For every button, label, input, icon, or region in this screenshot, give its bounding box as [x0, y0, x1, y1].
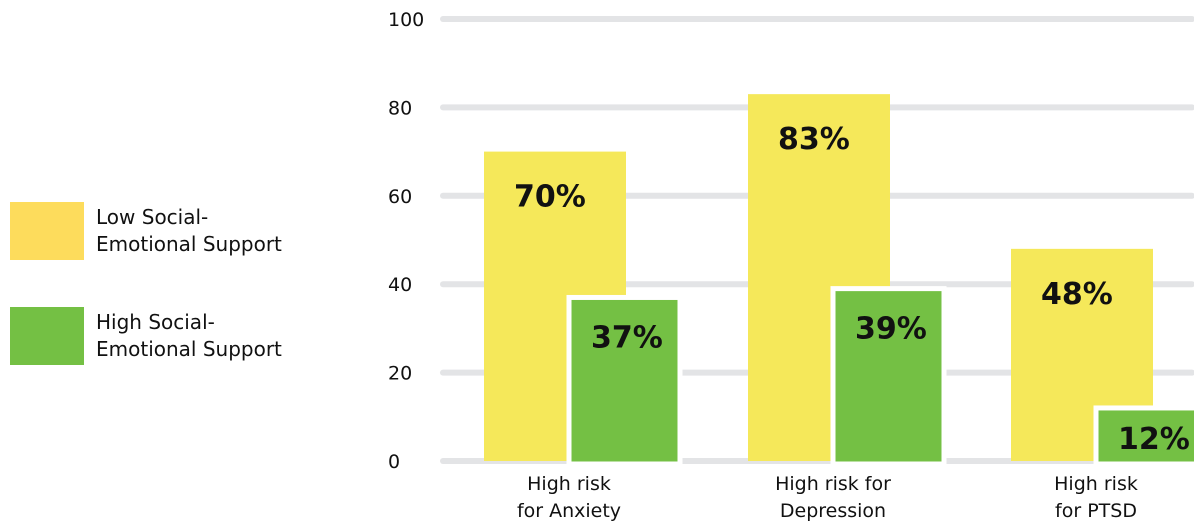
legend-swatch-high-support	[10, 307, 84, 365]
category-label: for Anxiety	[517, 500, 621, 522]
category-label: High risk	[527, 473, 611, 495]
y-tick-label: 80	[388, 97, 412, 119]
bar-value-label: 37%	[591, 320, 663, 355]
y-tick-label: 60	[388, 186, 412, 208]
legend-label-line: Emotional Support	[96, 232, 282, 256]
legend-label-line: High Social-	[96, 310, 215, 334]
bar-value-label: 83%	[778, 122, 850, 157]
legend-label-low-support: Low Social- Emotional Support	[96, 204, 336, 258]
y-tick-label: 100	[388, 9, 424, 31]
category-label: High risk	[1054, 473, 1138, 495]
category-label: High risk for	[775, 473, 891, 495]
legend-label-line: Low Social-	[96, 205, 209, 229]
legend-item-low-support: Low Social- Emotional Support	[10, 202, 350, 262]
y-tick-label: 0	[388, 451, 400, 473]
legend-swatch-low-support	[10, 202, 84, 260]
bar-value-label: 39%	[855, 312, 927, 347]
category-label: Depression	[780, 500, 886, 522]
bar-high-support	[566, 294, 683, 467]
bar-high-support	[830, 286, 947, 467]
bar-value-label: 12%	[1118, 422, 1190, 457]
y-tick-label: 40	[388, 274, 412, 296]
legend-label-line: Emotional Support	[96, 337, 282, 361]
bar-high-support	[1093, 405, 1194, 467]
legend-item-high-support: High Social- Emotional Support	[10, 307, 350, 367]
y-tick-label: 20	[388, 363, 412, 385]
bar-value-label: 48%	[1041, 277, 1113, 312]
category-label: for PTSD	[1055, 500, 1137, 522]
legend-label-high-support: High Social- Emotional Support	[96, 309, 336, 363]
bar-value-label: 70%	[514, 180, 586, 215]
